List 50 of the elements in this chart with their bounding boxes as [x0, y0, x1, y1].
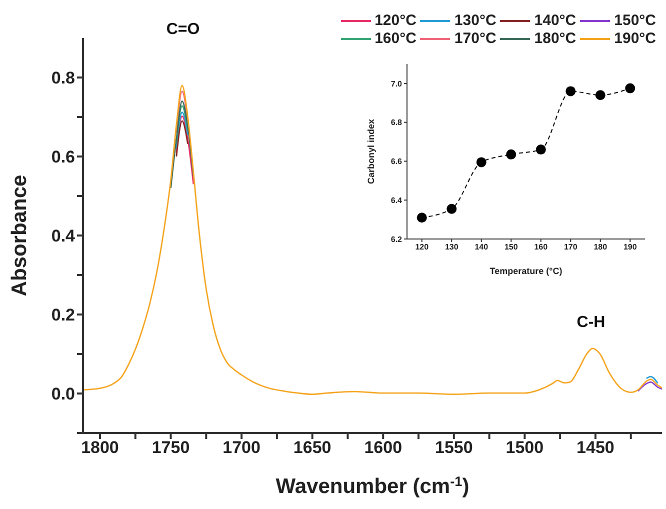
x-tick-label: 120 — [415, 242, 430, 252]
x-axis-title: Temperature (°C) — [490, 266, 562, 276]
legend-label: 160°C — [374, 30, 416, 47]
x-axis-title: Wavenumber (cm$^{-1}$) — [276, 474, 470, 498]
point — [536, 144, 546, 155]
x-tick-label: 130 — [444, 242, 459, 252]
x-tick-label: 1600 — [364, 438, 402, 458]
legend-label: 170°C — [454, 30, 496, 47]
line-series — [637, 381, 662, 392]
annotation: C=O — [166, 21, 200, 39]
y-tick-label: 0.0 — [51, 384, 75, 404]
annotation: C-H — [576, 314, 606, 332]
legend-label: 150°C — [614, 12, 656, 29]
legend-label: 190°C — [614, 30, 656, 47]
y-tick-label: 6.6 — [390, 157, 403, 166]
x-tick-label: 150 — [504, 242, 518, 252]
legend-label: 120°C — [374, 12, 416, 29]
x-tick-label: 1500 — [506, 438, 544, 458]
y-tick-label: 0.6 — [51, 148, 75, 167]
x-tick-label: 1800 — [81, 438, 119, 458]
y-tick-label: 0.4 — [51, 226, 76, 246]
y-tick-label: 6.4 — [390, 196, 403, 205]
x-tick-label: 190 — [623, 242, 638, 252]
y-tick-label: 6.2 — [390, 234, 403, 244]
x-tick-label: 1650 — [293, 438, 332, 458]
x-tick-label: 140 — [474, 242, 489, 252]
point — [506, 149, 516, 160]
x-tick-label: 170 — [564, 242, 578, 252]
y-tick-label: 6.8 — [390, 118, 403, 128]
y-axis-title: Carbonyl index — [366, 118, 376, 184]
point — [625, 83, 636, 94]
point — [566, 86, 576, 96]
point — [595, 90, 606, 100]
y-tick-label: 0.8 — [51, 68, 75, 88]
x-tick-label: 160 — [534, 242, 548, 252]
x-tick-label: 1550 — [434, 438, 473, 458]
x-tick-label: 1450 — [576, 438, 614, 458]
x-tick-label: 1750 — [152, 438, 190, 458]
x-tick-label: 180 — [594, 242, 608, 252]
point — [476, 157, 486, 168]
legend-label: 180°C — [534, 30, 576, 47]
point — [446, 204, 457, 214]
y-tick-label: 7.0 — [390, 79, 403, 88]
y-axis-title: Absorbance — [8, 174, 31, 296]
legend-label: 130°C — [454, 12, 496, 29]
legend-label: 140°C — [534, 12, 576, 29]
y-tick-label: 0.2 — [51, 306, 75, 325]
x-tick-label: 1700 — [222, 438, 260, 458]
line-series — [170, 100, 194, 189]
point — [416, 212, 427, 223]
